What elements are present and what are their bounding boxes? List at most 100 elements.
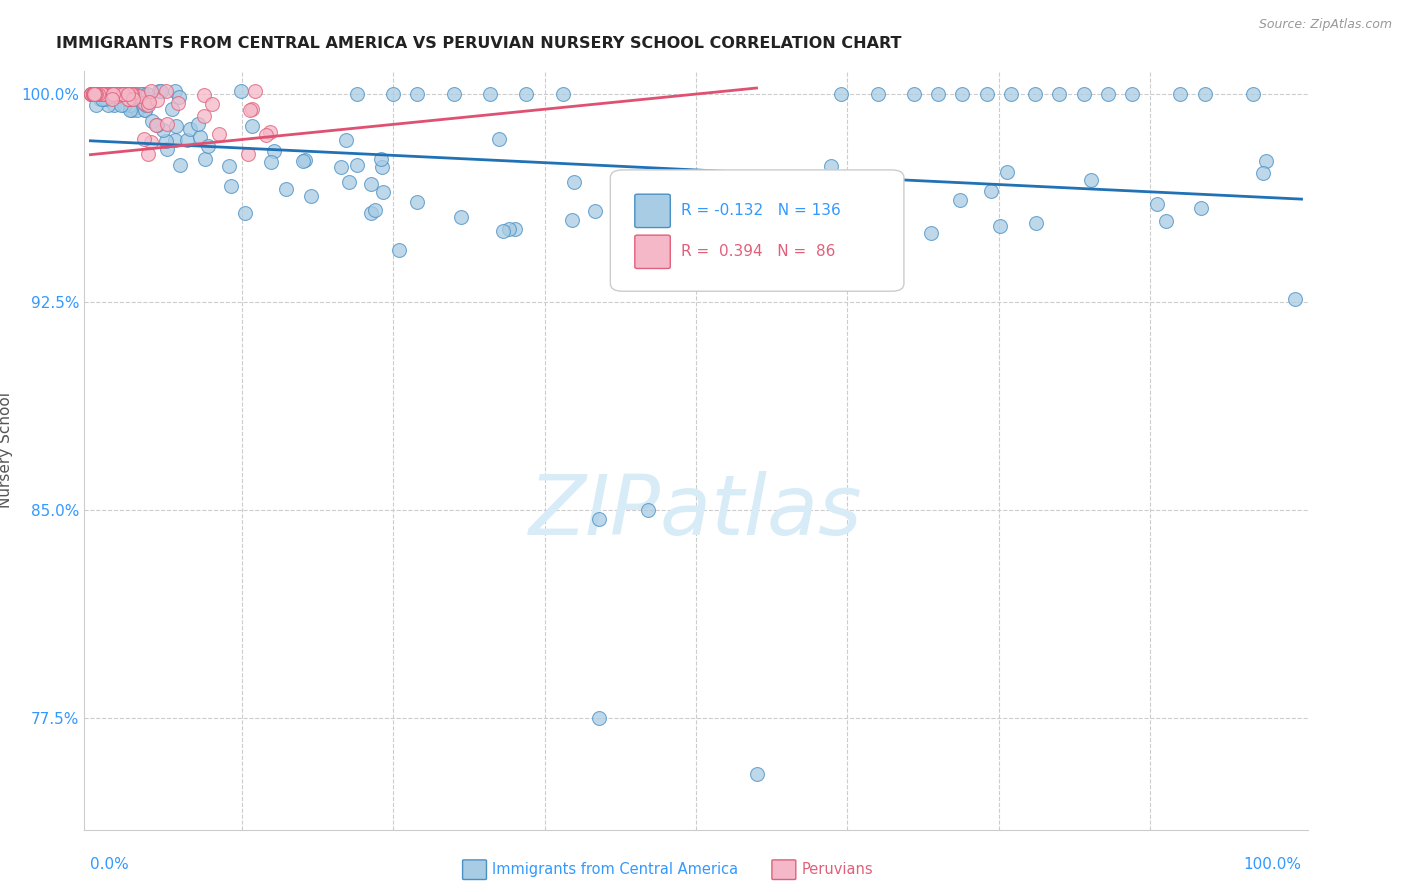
Point xyxy=(1170,87,1192,101)
Point xyxy=(337,175,360,189)
Point xyxy=(97,97,120,112)
Point xyxy=(100,89,122,103)
Point xyxy=(117,87,139,101)
Point xyxy=(96,87,118,101)
Point xyxy=(80,87,103,101)
Point xyxy=(127,87,149,101)
Point xyxy=(96,87,118,101)
Point xyxy=(84,87,107,101)
Point xyxy=(82,87,104,101)
Point xyxy=(80,87,103,101)
Point xyxy=(90,92,112,106)
Point xyxy=(201,97,224,112)
Point xyxy=(83,87,105,101)
Point xyxy=(83,87,105,101)
Point xyxy=(84,87,107,101)
Point xyxy=(146,93,169,107)
Point xyxy=(243,84,266,98)
Point xyxy=(335,133,357,147)
Point xyxy=(1251,166,1274,180)
Point xyxy=(82,87,104,101)
Point xyxy=(637,503,659,517)
Point xyxy=(82,87,104,101)
Point xyxy=(82,87,104,101)
Point xyxy=(86,87,108,101)
Text: 100.0%: 100.0% xyxy=(1243,857,1302,872)
Point xyxy=(583,204,606,219)
Point xyxy=(745,767,768,781)
Point xyxy=(995,164,1018,178)
Point xyxy=(165,84,187,98)
Point xyxy=(866,87,889,101)
Point xyxy=(82,87,104,101)
Point xyxy=(118,92,141,106)
Point xyxy=(91,87,114,101)
Point xyxy=(346,87,368,101)
Point xyxy=(84,87,107,101)
Point xyxy=(360,206,382,220)
Point xyxy=(101,92,124,106)
Point xyxy=(136,97,159,112)
Point xyxy=(1154,214,1177,228)
Point xyxy=(443,87,465,101)
Point xyxy=(238,147,260,161)
Text: Source: ZipAtlas.com: Source: ZipAtlas.com xyxy=(1258,18,1392,31)
Point xyxy=(695,194,717,208)
Point xyxy=(141,135,163,149)
Point xyxy=(103,87,125,101)
Point xyxy=(551,87,574,101)
Point xyxy=(90,87,112,101)
Point xyxy=(128,89,150,103)
Point xyxy=(1284,292,1306,306)
Point xyxy=(488,132,510,146)
Point xyxy=(87,87,110,101)
Point xyxy=(93,87,115,101)
Point xyxy=(118,97,141,112)
Point xyxy=(84,97,107,112)
Point xyxy=(406,194,429,209)
Point xyxy=(949,193,972,207)
Point xyxy=(141,84,163,98)
Point xyxy=(101,87,124,101)
Point xyxy=(167,90,190,104)
Point xyxy=(952,87,974,101)
Point xyxy=(112,97,135,112)
Point xyxy=(90,87,112,101)
Point xyxy=(134,103,156,118)
Point xyxy=(101,87,124,101)
Point xyxy=(84,87,107,101)
Point xyxy=(117,87,139,101)
Point xyxy=(89,87,111,101)
Point xyxy=(121,87,143,101)
Point xyxy=(82,87,104,101)
Point xyxy=(1073,87,1095,101)
Text: IMMIGRANTS FROM CENTRAL AMERICA VS PERUVIAN NURSERY SCHOOL CORRELATION CHART: IMMIGRANTS FROM CENTRAL AMERICA VS PERUV… xyxy=(56,36,901,51)
Point xyxy=(89,87,111,101)
Point xyxy=(89,87,111,101)
Point xyxy=(187,117,209,131)
Point xyxy=(1189,201,1212,215)
Point xyxy=(132,87,155,101)
Point xyxy=(110,87,132,101)
Point xyxy=(980,184,1002,198)
Point xyxy=(80,87,103,101)
Point xyxy=(152,123,174,137)
Point xyxy=(80,87,103,101)
Point xyxy=(208,128,231,142)
Point xyxy=(167,95,190,110)
Point xyxy=(96,87,118,101)
Point xyxy=(188,129,211,144)
Point xyxy=(83,87,105,101)
Point xyxy=(218,159,240,173)
Point xyxy=(1121,87,1143,101)
Point xyxy=(84,87,107,101)
Point xyxy=(853,221,876,235)
Point xyxy=(96,87,118,101)
Point xyxy=(1080,173,1102,187)
Point xyxy=(259,155,281,169)
Text: Immigrants from Central America: Immigrants from Central America xyxy=(492,863,738,877)
Point xyxy=(134,103,156,118)
Point xyxy=(84,87,107,101)
Point xyxy=(94,87,117,101)
Point xyxy=(148,84,170,98)
